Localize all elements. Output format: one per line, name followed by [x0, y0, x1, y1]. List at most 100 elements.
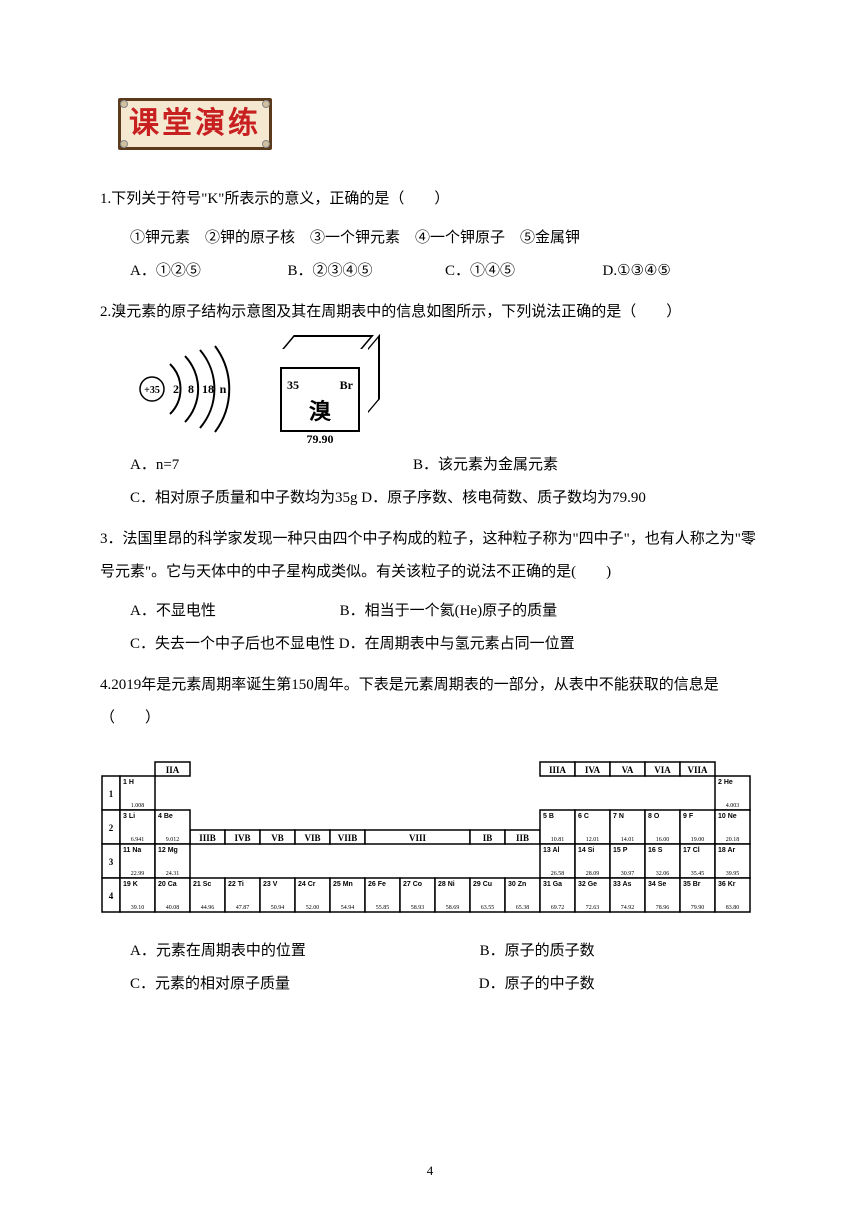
svg-text:79.90: 79.90	[691, 905, 705, 911]
svg-text:52.00: 52.00	[306, 905, 320, 911]
question-3: 3．法国里昂的科学家发现一种只由四个中子构成的粒子，这种粒子称为"四中子"，也有…	[100, 523, 760, 661]
option-d: D．在周期表中与氢元素占同一位置	[339, 636, 575, 652]
option-b: B．②③④⑤	[288, 255, 446, 288]
svg-text:9 F: 9 F	[683, 813, 694, 820]
svg-text:VIB: VIB	[304, 833, 320, 843]
svg-text:11 Na: 11 Na	[123, 847, 141, 854]
svg-text:1 H: 1 H	[123, 779, 134, 786]
svg-text:6 C: 6 C	[578, 813, 589, 820]
svg-text:20 Ca: 20 Ca	[158, 881, 177, 888]
svg-text:24 Cr: 24 Cr	[298, 881, 316, 888]
question-text: 4.2019年是元素周期率诞生第150周年。下表是元素周期表的一部分，从表中不能…	[100, 669, 760, 735]
svg-text:36 Kr: 36 Kr	[718, 881, 736, 888]
svg-text:10.81: 10.81	[551, 837, 565, 843]
svg-text:22.99: 22.99	[131, 871, 145, 877]
svg-text:15 P: 15 P	[613, 847, 628, 854]
svg-text:26 Fe: 26 Fe	[368, 881, 386, 888]
svg-text:16 S: 16 S	[648, 847, 663, 854]
option-b: B．原子的质子数	[450, 935, 595, 968]
question-text: 2.溴元素的原子结构示意图及其在周期表中的信息如图所示，下列说法正确的是（ ）	[100, 296, 760, 329]
question-items: ①钾元素 ②钾的原子核 ③一个钾元素 ④一个钾原子 ⑤金属钾	[100, 222, 760, 255]
svg-text:33 As: 33 As	[613, 881, 632, 888]
svg-text:9.012: 9.012	[166, 837, 180, 843]
svg-text:14.01: 14.01	[621, 837, 635, 843]
svg-text:50.94: 50.94	[271, 905, 285, 911]
options-line1: A．不显电性 B．相当于一个氦(He)原子的质量	[100, 595, 760, 628]
svg-text:31 Ga: 31 Ga	[543, 881, 562, 888]
svg-text:74.92: 74.92	[621, 905, 635, 911]
diagram-row: +35 2 8 18 n 35 Br 溴 79.90	[130, 344, 760, 434]
option-d: D．原子的中子数	[449, 968, 595, 1001]
svg-text:10 Ne: 10 Ne	[718, 813, 737, 820]
svg-text:IIA: IIA	[166, 765, 180, 775]
svg-text:30.97: 30.97	[621, 871, 635, 877]
svg-text:8 O: 8 O	[648, 813, 660, 820]
nail-icon	[120, 140, 128, 148]
svg-text:VA: VA	[622, 765, 634, 775]
question-4: 4.2019年是元素周期率诞生第150周年。下表是元素周期表的一部分，从表中不能…	[100, 669, 760, 1001]
svg-text:13 Al: 13 Al	[543, 847, 560, 854]
svg-text:12 Mg: 12 Mg	[158, 847, 178, 854]
element-mass: 79.90	[287, 426, 353, 452]
banner-text: 课堂演练	[129, 91, 261, 157]
nail-icon	[262, 140, 270, 148]
svg-text:5 B: 5 B	[543, 813, 554, 820]
question-2: 2.溴元素的原子结构示意图及其在周期表中的信息如图所示，下列说法正确的是（ ） …	[100, 296, 760, 515]
option-a: A．①②⑤	[130, 255, 288, 288]
svg-text:63.55: 63.55	[481, 905, 495, 911]
options-line1: A．n=7 B．该元素为金属元素	[100, 449, 760, 482]
element-box-diagram: 35 Br 溴 79.90	[280, 347, 370, 432]
svg-text:24.31: 24.31	[166, 871, 180, 877]
option-d: D.①③④⑤	[603, 255, 761, 288]
svg-text:20.18: 20.18	[726, 837, 740, 843]
svg-text:3 Li: 3 Li	[123, 813, 135, 820]
nail-icon	[262, 100, 270, 108]
svg-text:16.00: 16.00	[656, 837, 670, 843]
svg-text:29 Cu: 29 Cu	[473, 881, 492, 888]
svg-text:23 V: 23 V	[263, 881, 278, 888]
banner-frame: 课堂演练	[118, 98, 272, 150]
svg-text:58.93: 58.93	[411, 905, 425, 911]
svg-text:39.10: 39.10	[131, 905, 145, 911]
svg-text:30 Zn: 30 Zn	[508, 881, 526, 888]
option-c: C．相对原子质量和中子数均为35g	[130, 490, 358, 506]
option-c: C．元素的相对原子质量	[130, 976, 290, 992]
svg-text:18: 18	[202, 382, 214, 396]
svg-text:IVB: IVB	[234, 833, 250, 843]
svg-text:4 Be: 4 Be	[158, 813, 173, 820]
svg-text:55.85: 55.85	[376, 905, 390, 911]
svg-text:+35: +35	[144, 385, 160, 396]
svg-text:IVA: IVA	[585, 765, 601, 775]
svg-text:78.96: 78.96	[656, 905, 670, 911]
nail-icon	[120, 100, 128, 108]
svg-text:VIII: VIII	[409, 833, 427, 843]
svg-text:35 Br: 35 Br	[683, 881, 701, 888]
svg-text:4.003: 4.003	[726, 803, 740, 809]
element-name: 溴	[287, 400, 353, 424]
svg-text:22 Ti: 22 Ti	[228, 881, 244, 888]
svg-text:27 Co: 27 Co	[403, 881, 422, 888]
option-c: C．失去一个中子后也不显电性	[130, 636, 335, 652]
svg-text:2: 2	[173, 382, 179, 396]
svg-text:32 Ge: 32 Ge	[578, 881, 597, 888]
svg-text:12.01: 12.01	[586, 837, 600, 843]
svg-text:IIB: IIB	[516, 833, 529, 843]
element-number: 35	[287, 372, 299, 398]
svg-text:26.58: 26.58	[551, 871, 565, 877]
svg-text:2 He: 2 He	[718, 779, 733, 786]
svg-text:IB: IB	[483, 833, 493, 843]
question-text: 3．法国里昂的科学家发现一种只由四个中子构成的粒子，这种粒子称为"四中子"，也有…	[100, 523, 760, 589]
option-d: D．原子序数、核电荷数、质子数均为79.90	[361, 490, 646, 506]
svg-text:2: 2	[109, 823, 114, 833]
svg-text:32.06: 32.06	[656, 871, 670, 877]
svg-text:1: 1	[109, 789, 114, 799]
question-1: 1.下列关于符号"K"所表示的意义，正确的是（ ） ①钾元素 ②钾的原子核 ③一…	[100, 183, 760, 288]
question-text: 1.下列关于符号"K"所表示的意义，正确的是（ ）	[100, 183, 760, 216]
options-line2: C．相对原子质量和中子数均为35g D．原子序数、核电荷数、质子数均为79.90	[100, 482, 760, 515]
svg-text:83.80: 83.80	[726, 905, 740, 911]
svg-text:40.08: 40.08	[166, 905, 180, 911]
svg-text:58.69: 58.69	[446, 905, 460, 911]
options-row: A．①②⑤ B．②③④⑤ C．①④⑤ D.①③④⑤	[100, 255, 760, 288]
svg-text:VIIB: VIIB	[338, 833, 358, 843]
svg-text:72.63: 72.63	[586, 905, 600, 911]
